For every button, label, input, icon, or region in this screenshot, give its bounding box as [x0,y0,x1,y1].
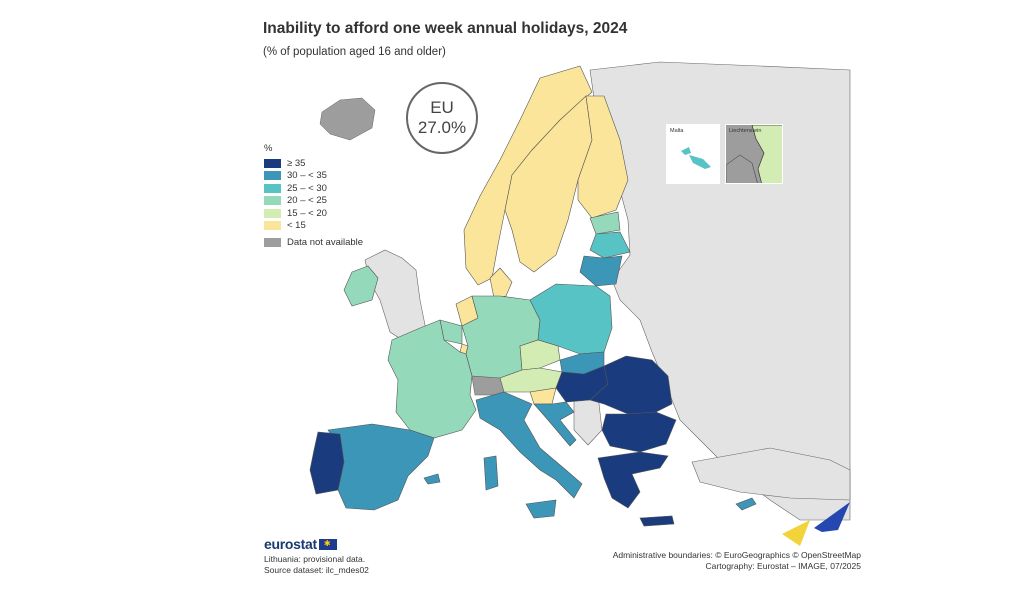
legend-label: < 15 [287,220,306,232]
eu-flag-icon [318,538,337,550]
country-cyprus [735,497,757,511]
country-portugal [309,431,345,495]
legend-label: 25 – < 30 [287,182,327,194]
legend-swatch [264,183,281,193]
country-iceland [319,97,376,141]
country-latvia [589,231,631,259]
country-lithuania [579,255,623,287]
legend-swatch [264,196,281,206]
legend-label-na: Data not available [287,236,364,248]
nordic-countries [463,65,629,299]
country-czechia [519,339,561,371]
legend-row: 25 – < 30 [264,182,363,195]
map-subtitle: (% of population aged 16 and older) [263,46,446,58]
legend-label: 20 – < 25 [287,195,327,207]
legend-row-na: Data not available [264,236,363,249]
southern-western-europe [309,319,583,519]
footer-left: eurostat Lithuania: provisional data. So… [264,536,369,576]
footer-cartography: Cartography: Eurostat – IMAGE, 07/2025 [705,561,861,571]
map-title: Inability to afford one week annual holi… [263,20,628,37]
country-italy [475,391,583,499]
footer-note: Lithuania: provisional data. [264,554,366,564]
central-western-europe [439,283,757,527]
eu-average-badge: EU 27.0% [406,82,478,154]
country-france [387,319,477,439]
legend-row: 20 – < 25 [264,195,363,208]
country-denmark [489,267,513,299]
legend: % ≥ 35 30 – < 35 25 – < 30 20 – < 25 15 – < … [264,143,363,249]
inset-malta-map [681,147,711,169]
country-bulgaria [601,411,677,453]
country-estonia [589,211,621,235]
legend-row: 30 – < 35 [264,170,363,183]
country-spain [327,423,435,511]
country-sicily [525,499,557,519]
country-crete [639,515,675,527]
eurostat-logo: eurostat [264,536,369,552]
legend-label: ≥ 35 [287,157,306,169]
legend-label: 15 – < 20 [287,207,327,219]
non-eu-land [364,61,851,521]
legend-swatch [264,208,281,218]
inset-liechtenstein: Liechtenstein [725,124,783,184]
inset-liechtenstein-label: Liechtenstein [729,128,762,134]
baltic-countries [579,211,631,287]
legend-swatch [264,221,281,231]
inset-malta-label: Malta [670,128,684,134]
country-croatia [533,401,577,447]
legend-swatch-na [264,237,281,247]
legend-label: 30 – < 35 [287,170,327,182]
inset-liechtenstein-map [726,125,782,183]
country-balearics [423,473,441,485]
footer-boundaries: Administrative boundaries: © EuroGeograp… [612,550,861,560]
inset-malta: Malta [666,124,720,184]
eurostat-logo-text: eurostat [264,536,317,552]
footer-right: Administrative boundaries: © EuroGeograp… [613,550,861,572]
legend-row: 15 – < 20 [264,207,363,220]
country-sardinia [483,455,499,491]
legend-row: ≥ 35 [264,157,363,170]
country-finland [577,95,629,219]
legend-unit: % [264,143,273,154]
legend-rows: ≥ 35 30 – < 35 25 – < 30 20 – < 25 15 – < 20… [264,157,363,232]
country-ireland [343,265,379,307]
legend-swatch [264,158,281,168]
country-greece [597,451,669,509]
eurostat-graphic-mark [782,502,850,546]
eu-badge-label: EU [430,98,454,117]
eu-badge-value: 27.0% [417,118,467,137]
legend-swatch [264,171,281,181]
footer-source: Source dataset: ilc_mdes02 [264,565,369,575]
legend-row: < 15 [264,220,363,233]
